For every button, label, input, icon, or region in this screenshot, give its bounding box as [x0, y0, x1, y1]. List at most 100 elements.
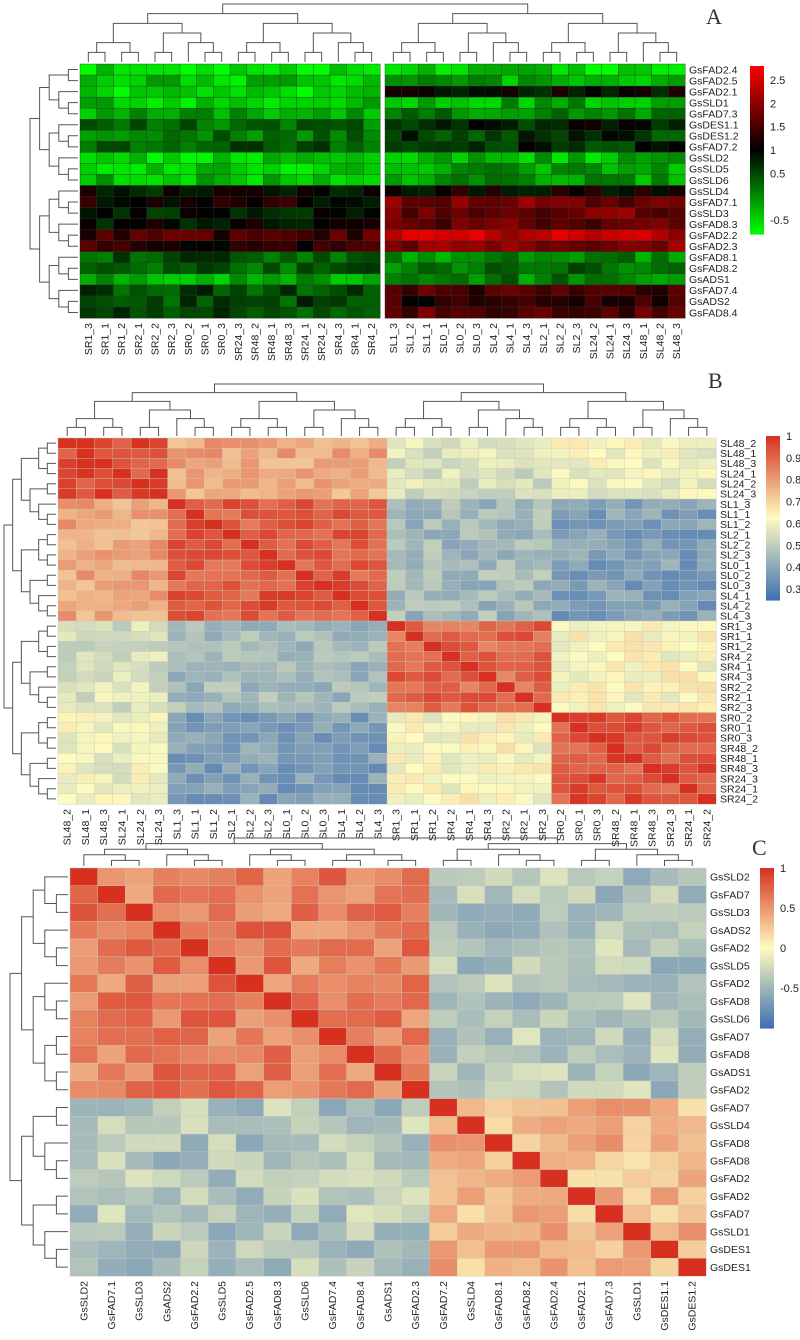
heatmap-cell: [129, 63, 148, 76]
heatmap-cell: [678, 1222, 707, 1241]
heatmap-cell: [478, 620, 498, 632]
heatmap-cell: [350, 641, 370, 652]
heatmap-cell: [69, 1240, 99, 1259]
row-label: GsFAD8: [710, 996, 750, 1008]
heatmap-cell: [678, 921, 707, 940]
heatmap-cell: [76, 651, 95, 663]
heatmap-cell: [496, 447, 516, 459]
column-label: GsADS1: [383, 1281, 395, 1322]
dendrogram-link: [162, 32, 202, 53]
heatmap-cell: [514, 712, 534, 724]
heatmap-cell: [368, 773, 388, 785]
heatmap-cell: [634, 107, 653, 120]
heatmap-cell: [350, 742, 370, 754]
heatmap-cell: [167, 569, 187, 581]
heatmap-cell: [697, 763, 717, 774]
legend-swatch: [760, 942, 774, 946]
heatmap-cell: [651, 74, 669, 87]
heatmap-cell: [518, 163, 536, 175]
heatmap-cell: [642, 671, 662, 683]
heatmap-cell: [539, 867, 569, 887]
heatmap-cell: [634, 207, 653, 220]
heatmap-cell: [660, 702, 680, 713]
heatmap-cell: [496, 773, 516, 785]
heatmap-cell: [240, 529, 260, 541]
heatmap-cell: [405, 478, 424, 490]
heatmap-cell: [313, 610, 333, 622]
heatmap-cell: [313, 284, 331, 297]
heatmap-cell: [373, 956, 403, 975]
heatmap-cell: [622, 1027, 652, 1046]
heatmap-cell: [668, 207, 686, 220]
dendrogram-link: [39, 215, 50, 283]
heatmap-cell: [277, 610, 297, 622]
heatmap-cell: [568, 218, 586, 231]
heatmap-cell: [57, 539, 77, 551]
heatmap-cell: [484, 938, 513, 958]
dendrogram-link: [58, 256, 78, 275]
heatmap-cell: [185, 630, 205, 642]
heatmap-cell: [146, 85, 164, 98]
heatmap-cell: [76, 478, 95, 490]
heatmap-cell: [346, 229, 364, 242]
dendrogram-link: [642, 409, 685, 428]
heatmap-cell: [167, 661, 187, 673]
heatmap-cell: [277, 559, 297, 571]
heatmap-cell: [331, 620, 351, 632]
heatmap-cell: [678, 1116, 707, 1135]
heatmap-cell: [551, 600, 571, 612]
heatmap-cell: [229, 85, 248, 98]
heatmap-cell: [678, 1062, 707, 1082]
heatmap-cell: [569, 671, 589, 683]
heatmap-cell: [512, 1204, 541, 1224]
heatmap-cell: [331, 763, 351, 774]
dendrogram-link: [636, 854, 679, 866]
heatmap-cell: [451, 262, 469, 275]
heatmap-cell: [149, 590, 169, 602]
legend-tick-label: -0.5: [780, 983, 799, 995]
heatmap-cell: [584, 218, 603, 231]
heatmap-cell: [459, 722, 479, 734]
heatmap-cell: [373, 1169, 403, 1188]
heatmap-cell: [146, 306, 164, 319]
heatmap-cell: [601, 251, 619, 264]
column-label: SL1_3: [171, 809, 183, 840]
heatmap-cell: [456, 974, 486, 993]
heatmap-cell: [235, 1133, 264, 1153]
heatmap-cell: [76, 661, 95, 673]
heatmap-cell: [441, 508, 461, 520]
row-label: GsDES1.1: [689, 120, 739, 132]
heatmap-cell: [180, 1151, 209, 1170]
heatmap-cell: [146, 273, 164, 286]
heatmap-cell: [624, 569, 644, 581]
heatmap-cell: [587, 661, 607, 673]
heatmap-cell: [146, 174, 164, 186]
heatmap-cell: [651, 141, 669, 153]
heatmap-cell: [569, 763, 589, 774]
heatmap-cell: [263, 262, 281, 275]
heatmap-cell: [152, 867, 182, 887]
heatmap-cell: [451, 273, 469, 286]
heatmap-cell: [208, 974, 237, 993]
heatmap-cell: [651, 306, 669, 319]
heatmap-cell: [350, 600, 370, 612]
heatmap-cell: [97, 956, 126, 975]
heatmap-cell: [456, 991, 486, 1011]
dendrogram-link: [87, 51, 106, 62]
heatmap-cell: [533, 569, 552, 581]
heatmap-cell: [551, 641, 571, 652]
row-label: SR0_3: [720, 733, 752, 745]
dendrogram-link: [460, 392, 627, 402]
heatmap-cell: [484, 229, 503, 242]
row-label: SL1_1: [720, 509, 751, 521]
heatmap-cell: [263, 1062, 292, 1082]
heatmap-cell: [401, 240, 419, 253]
heatmap-cell: [539, 1222, 569, 1241]
legend-swatch: [766, 569, 780, 574]
heatmap-cell: [94, 620, 114, 632]
heatmap-cell: [405, 529, 424, 541]
heatmap-cell: [478, 539, 498, 551]
heatmap-cell: [423, 651, 443, 663]
heatmap-cell: [279, 96, 298, 109]
heatmap-cell: [606, 763, 626, 774]
